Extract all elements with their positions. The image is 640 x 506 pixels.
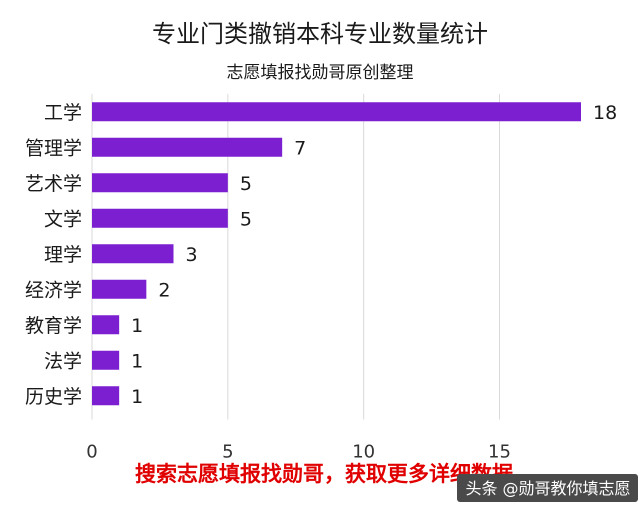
value-label: 3 — [186, 244, 198, 266]
watermark-background — [457, 474, 638, 502]
value-label: 2 — [158, 279, 170, 301]
value-label: 18 — [593, 102, 617, 124]
bar — [92, 244, 174, 264]
bar — [92, 350, 120, 370]
x-tick-label: 15 — [488, 442, 511, 463]
chart-subtitle: 志愿填报找勋哥原创整理 — [227, 63, 414, 83]
category-label: 理学 — [44, 244, 82, 266]
category-label: 历史学 — [25, 386, 82, 408]
bar — [92, 173, 228, 193]
bar — [92, 279, 147, 299]
bar — [92, 137, 283, 157]
x-axis-ticks: 0 5 10 15 — [86, 442, 511, 463]
x-tick-label: 5 — [222, 442, 233, 463]
bars: 工学 18 管理学 7 艺术学 5 文学 5 理学 3 经济学 2 教育学 1 法学 1 历史学 1 — [25, 102, 617, 408]
category-label: 法学 — [44, 350, 82, 372]
bar — [92, 102, 581, 122]
footer-text: 搜索志愿填报找勋哥，获取更多详细数据 — [135, 462, 513, 486]
watermark-text: 头条 @勋哥教你填志愿 — [465, 479, 630, 498]
x-tick-label: 0 — [86, 442, 97, 463]
value-label: 1 — [131, 350, 143, 372]
chart-title: 专业门类撤销本科专业数量统计 — [152, 20, 488, 48]
value-label: 1 — [131, 315, 143, 337]
category-label: 艺术学 — [25, 173, 82, 195]
value-label: 7 — [294, 137, 306, 159]
category-label: 文学 — [44, 208, 82, 230]
bar — [92, 208, 228, 228]
category-label: 经济学 — [25, 279, 82, 301]
x-tick-label: 10 — [352, 442, 375, 463]
bar — [92, 315, 120, 335]
category-label: 管理学 — [25, 137, 82, 159]
value-label: 1 — [131, 386, 143, 408]
bar — [92, 386, 120, 406]
value-label: 5 — [240, 173, 252, 195]
category-label: 教育学 — [25, 315, 82, 337]
value-label: 5 — [240, 208, 252, 230]
category-label: 工学 — [44, 102, 82, 124]
